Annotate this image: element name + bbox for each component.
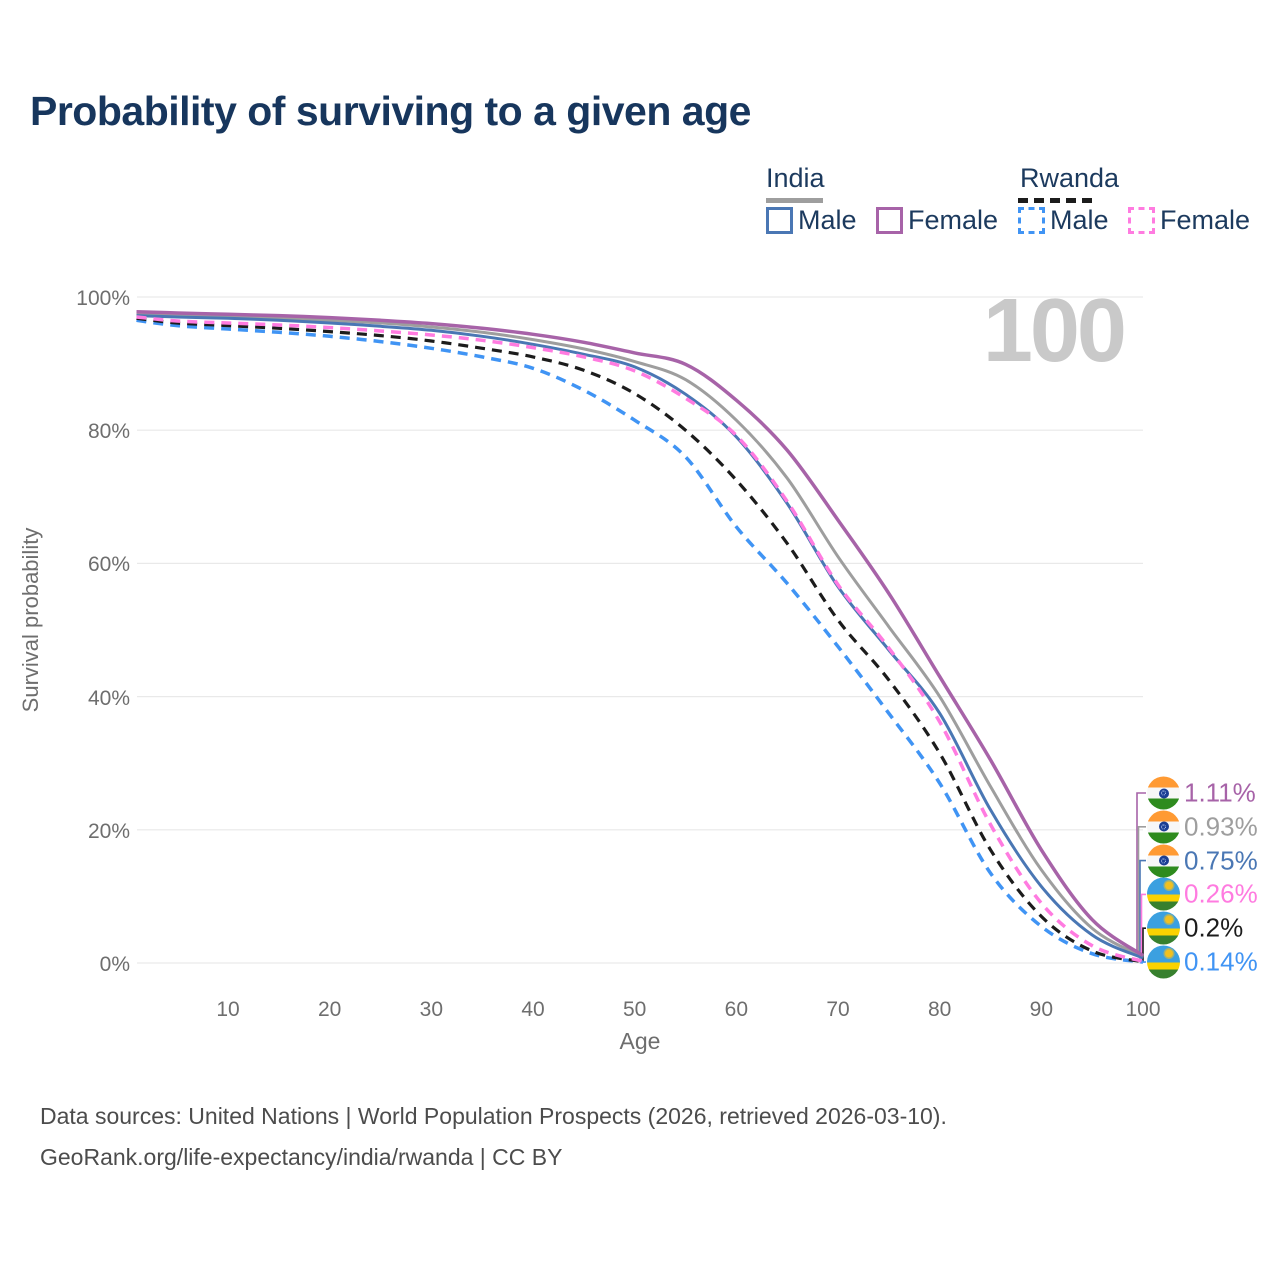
end-label-value: 0.2% [1184,912,1244,943]
footer: Data sources: United Nations | World Pop… [40,1096,947,1178]
legend-group-india: India Male Female [766,163,998,235]
source-url-line[interactable]: GeoRank.org/life-expectancy/india/rwanda… [40,1144,563,1170]
y-tick-label: 0% [99,953,130,976]
x-tick-label: 30 [419,998,444,1021]
legend-country-india: India [766,163,825,193]
legend-item-label: Male [798,205,857,235]
series-line-india-both-sexes [136,312,1144,959]
series-line-rwanda-both-sexes [136,316,1144,964]
rwanda-female-swatch-icon [1128,207,1155,234]
end-label-value: 0.93% [1184,811,1258,842]
series-line-rwanda-male [136,318,1144,964]
end-label-india-male: 0.75% [1147,844,1258,878]
end-label-connector [1142,927,1146,962]
y-tick-label: 60% [87,553,130,577]
india-linestyle-key [766,198,823,203]
end-label-value: 0.75% [1184,845,1258,876]
legend-item-rwanda-male[interactable]: Male [1018,205,1109,236]
x-tick-label: 10 [216,998,240,1021]
india-male-swatch-icon [766,207,793,234]
x-tick-label: 100 [1125,998,1161,1021]
x-tick-label: 70 [826,998,850,1021]
y-tick-label: 20% [87,819,130,843]
y-tick-label: 100% [76,287,130,310]
india-flag-icon [1147,776,1180,810]
series-line-india-male [136,314,1144,960]
legend-group-rwanda: Rwanda Male Female [1018,163,1250,235]
y-tick-label: 40% [87,686,130,710]
india-flag-icon [1147,844,1180,878]
legend-item-label: Female [908,205,999,235]
india-flag-icon [1147,810,1180,844]
x-tick-label: 60 [724,998,749,1021]
end-label-rwanda-both-sexes: 0.2% [1147,911,1244,945]
end-label-rwanda-female: 0.26% [1147,877,1258,911]
data-sources-line: Data sources: United Nations | World Pop… [40,1103,947,1129]
series-line-rwanda-female [136,315,1144,963]
page-title: Probability of surviving to a given age [30,88,751,134]
end-label-rwanda-male: 0.14% [1147,945,1258,979]
legend-item-label: Male [1050,205,1109,235]
rwanda-flag-icon [1147,911,1180,945]
end-label-india-both-sexes: 0.93% [1147,810,1258,844]
age-watermark: 100 [982,281,1127,381]
end-label-value: 1.11% [1184,777,1256,808]
series-line-india-female [136,309,1145,958]
rwanda-linestyle-key [1018,198,1096,203]
y-tick-label: 80% [87,420,130,444]
end-label-india-female: 1.11% [1147,776,1256,810]
x-tick-label: 40 [521,998,545,1021]
rwanda-flag-icon [1147,877,1180,911]
x-tick-label: 90 [1029,998,1054,1021]
legend-item-rwanda-female[interactable]: Female [1128,205,1250,236]
x-tick-label: 80 [927,998,952,1021]
x-tick-label: 20 [317,998,342,1021]
legend-country-rwanda: Rwanda [1020,163,1120,193]
india-female-swatch-icon [876,207,903,234]
x-axis-title: Age [619,1028,661,1054]
x-tick-label: 50 [622,998,647,1021]
legend-item-label: Female [1160,205,1251,235]
end-label-value: 0.26% [1184,878,1258,909]
rwanda-flag-icon [1147,945,1180,979]
end-label-value: 0.14% [1184,946,1258,977]
rwanda-male-swatch-icon [1018,207,1045,234]
legend-item-india-male[interactable]: Male [766,205,857,236]
legend-item-india-female[interactable]: Female [876,205,998,236]
